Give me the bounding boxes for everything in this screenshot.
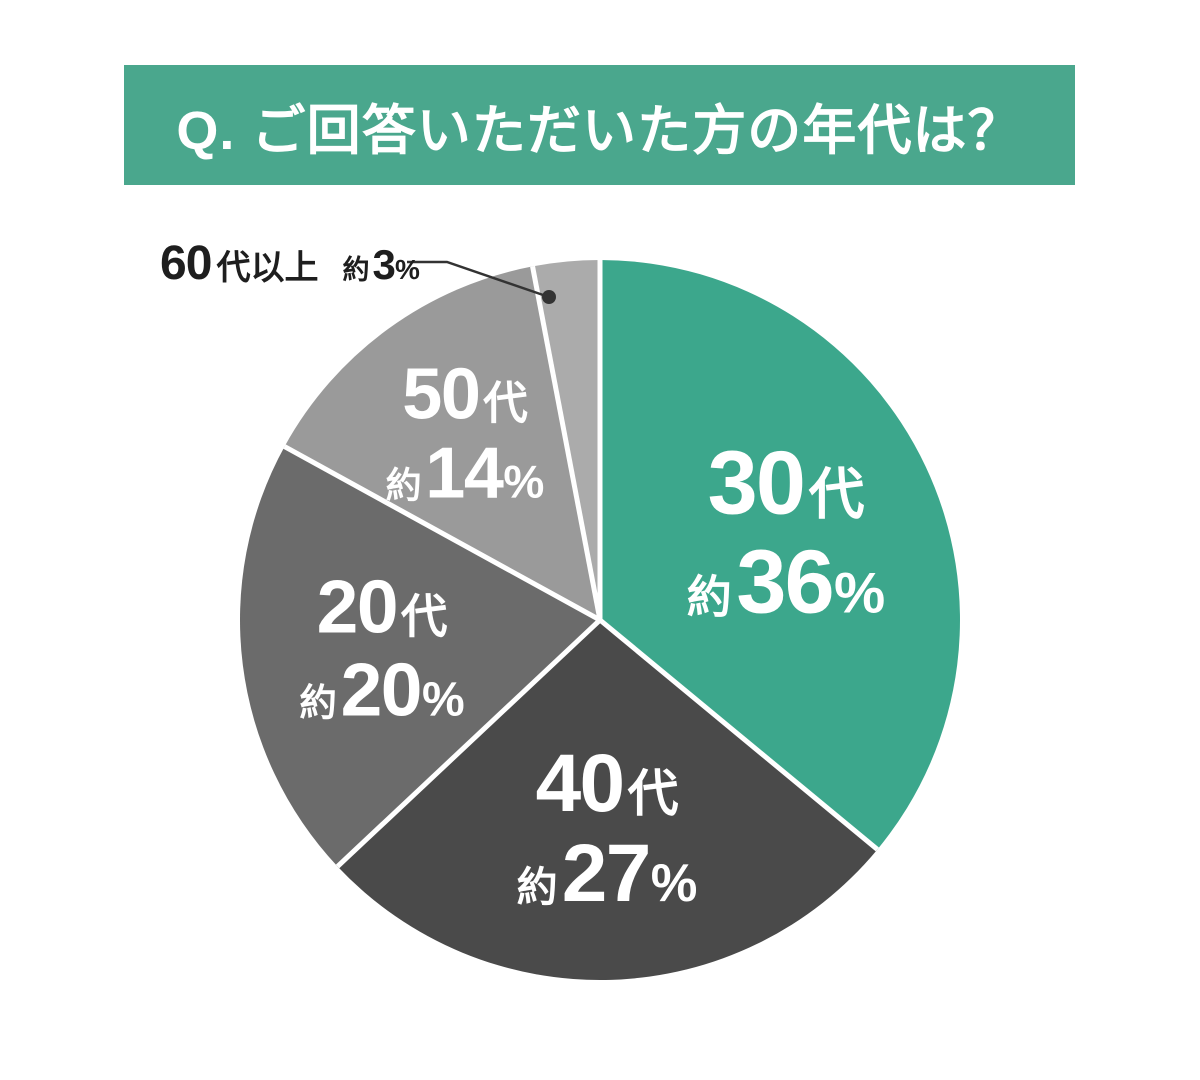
pie-slice-20s [239, 446, 600, 867]
slice-divider [283, 444, 602, 623]
pie-slice-40s [337, 620, 878, 980]
slice-divider [530, 265, 603, 621]
callout-category-suffix: 代以上 [216, 249, 319, 287]
pie-slice-30s [600, 260, 960, 850]
callout-dot [542, 290, 556, 304]
callout-line [407, 260, 550, 299]
callout-category-number: 60 [160, 237, 212, 290]
callout-percent-value: 3 [372, 241, 396, 288]
question-title: Q. ご回答いただいた方の年代は？ [176, 100, 1023, 161]
pie-slice-50s [284, 266, 600, 620]
question-banner: Q. ご回答いただいた方の年代は？ [124, 65, 1075, 185]
slice-divider [335, 618, 602, 869]
callout-percent-unit: % [395, 254, 420, 285]
slice-divider [598, 618, 879, 852]
callout-60s-label: 60 代以上 約 3 % [160, 240, 420, 288]
callout-approx-prefix: 約 [342, 255, 370, 285]
